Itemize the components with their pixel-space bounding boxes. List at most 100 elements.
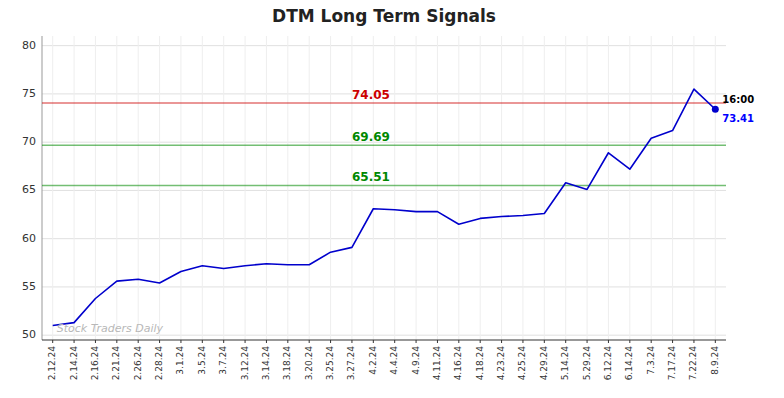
x-tick xyxy=(223,340,224,343)
x-tick-label: 4.25.24 xyxy=(517,346,527,381)
grid-line-x xyxy=(266,36,267,340)
last-point xyxy=(712,106,719,113)
chart: 50 55 60 65 70 75 80 2.12.24 2.14.24 2.16.24 2.21.… xyxy=(0,0,784,398)
x-tick xyxy=(373,340,374,343)
x-tick xyxy=(437,340,438,343)
grid-line-x xyxy=(74,36,75,340)
x-tick-label: 3.18.24 xyxy=(282,346,292,381)
grid-line-x xyxy=(330,36,331,340)
grid-line-x xyxy=(373,36,374,340)
grid-line-x xyxy=(651,36,652,340)
x-tick-label: 6.12.24 xyxy=(603,346,613,381)
grid-line-x xyxy=(608,36,609,340)
title: DTM Long Term Signals xyxy=(272,6,496,26)
x-tick xyxy=(544,340,545,343)
plot-area xyxy=(42,89,726,325)
x-tick xyxy=(351,340,352,343)
grid-line-x xyxy=(437,36,438,340)
grid-line-y xyxy=(42,286,726,287)
grid-line-x xyxy=(480,36,481,340)
x-tick xyxy=(672,340,673,343)
signal-line xyxy=(42,102,726,104)
x-tick xyxy=(202,340,203,343)
x-tick xyxy=(95,340,96,343)
x-tick-label: 3.14.24 xyxy=(261,346,271,381)
grid-line-x xyxy=(287,36,288,340)
x-tick-label: 4.11.24 xyxy=(432,346,442,381)
grid-line-x xyxy=(52,36,53,340)
x-tick xyxy=(330,340,331,343)
x-tick xyxy=(287,340,288,343)
x-axis-line xyxy=(42,340,726,341)
x-tick-label: 2.21.24 xyxy=(111,346,121,381)
watermark: Stock Traders Daily xyxy=(57,322,164,335)
y-tick-label: 80 xyxy=(22,39,36,52)
grid-line-x xyxy=(629,36,630,340)
x-tick xyxy=(394,340,395,343)
x-tick-label: 4.4.24 xyxy=(389,346,399,375)
x-tick xyxy=(266,340,267,343)
grid-line-x xyxy=(416,36,417,340)
x-tick xyxy=(116,340,117,343)
x-tick-label: 3.7.24 xyxy=(218,346,228,375)
x-tick-label: 4.16.24 xyxy=(453,346,463,381)
x-tick-label: 3.5.24 xyxy=(197,346,207,375)
x-tick-label: 2.12.24 xyxy=(47,346,57,381)
y-tick-label: 50 xyxy=(22,328,36,341)
x-tick xyxy=(74,340,75,343)
x-tick-label: 4.29.24 xyxy=(539,346,549,381)
x-tick xyxy=(693,340,694,343)
x-tick-label: 4.2.24 xyxy=(368,346,378,375)
x-tick-label: 4.23.24 xyxy=(496,346,506,381)
axes: 50 55 60 65 70 75 80 2.12.24 2.14.24 2.16.24 2.21.… xyxy=(22,36,726,380)
x-tick-label: 3.25.24 xyxy=(325,346,335,381)
x-tick-label: 6.14.24 xyxy=(624,346,634,381)
grid-line-x xyxy=(309,36,310,340)
x-tick xyxy=(416,340,417,343)
x-tick-label: 7.3.24 xyxy=(646,346,656,375)
line xyxy=(53,89,716,325)
grid-line-x xyxy=(245,36,246,340)
grid-line-x xyxy=(138,36,139,340)
x-tick-label: 2.14.24 xyxy=(69,346,79,381)
grid-line-x xyxy=(159,36,160,340)
x-tick xyxy=(138,340,139,343)
grid-line-x xyxy=(715,36,716,340)
labels: 74.0569.6965.5116:0073.41Stock Traders D… xyxy=(57,88,754,335)
x-tick-label: 3.27.24 xyxy=(346,346,356,381)
x-tick-label: 2.26.24 xyxy=(133,346,143,381)
x-tick-label: 8.9.24 xyxy=(710,346,720,375)
y-tick-label: 75 xyxy=(22,87,36,100)
x-tick-label: 7.17.24 xyxy=(667,346,677,381)
y-tick-label: 55 xyxy=(22,280,36,293)
x-tick xyxy=(480,340,481,343)
y-tick-label: 60 xyxy=(22,232,36,245)
y-tick-label: 70 xyxy=(22,135,36,148)
x-tick xyxy=(458,340,459,343)
x-tick xyxy=(715,340,716,343)
x-tick xyxy=(52,340,53,343)
grid-line-x xyxy=(565,36,566,340)
y-axis-line xyxy=(42,36,43,340)
grid-line-x xyxy=(458,36,459,340)
grid-line-x xyxy=(223,36,224,340)
signal-label: 69.69 xyxy=(352,130,390,144)
x-tick-label: 5.29.24 xyxy=(582,346,592,381)
x-tick xyxy=(309,340,310,343)
x-tick xyxy=(501,340,502,343)
x-tick-label: 5.14.24 xyxy=(560,346,570,381)
signal-line xyxy=(42,144,726,146)
x-tick xyxy=(565,340,566,343)
x-tick-label: 2.16.24 xyxy=(90,346,100,381)
x-tick-label: 4.18.24 xyxy=(475,346,485,381)
grid-line-x xyxy=(544,36,545,340)
x-tick xyxy=(159,340,160,343)
grid-line-y xyxy=(42,190,726,191)
x-tick-label: 3.20.24 xyxy=(304,346,314,381)
grid-line-x xyxy=(116,36,117,340)
grid-line-x xyxy=(693,36,694,340)
y-tick-label: 65 xyxy=(22,183,36,196)
signal-label: 65.51 xyxy=(352,170,390,184)
x-tick xyxy=(180,340,181,343)
x-tick xyxy=(651,340,652,343)
